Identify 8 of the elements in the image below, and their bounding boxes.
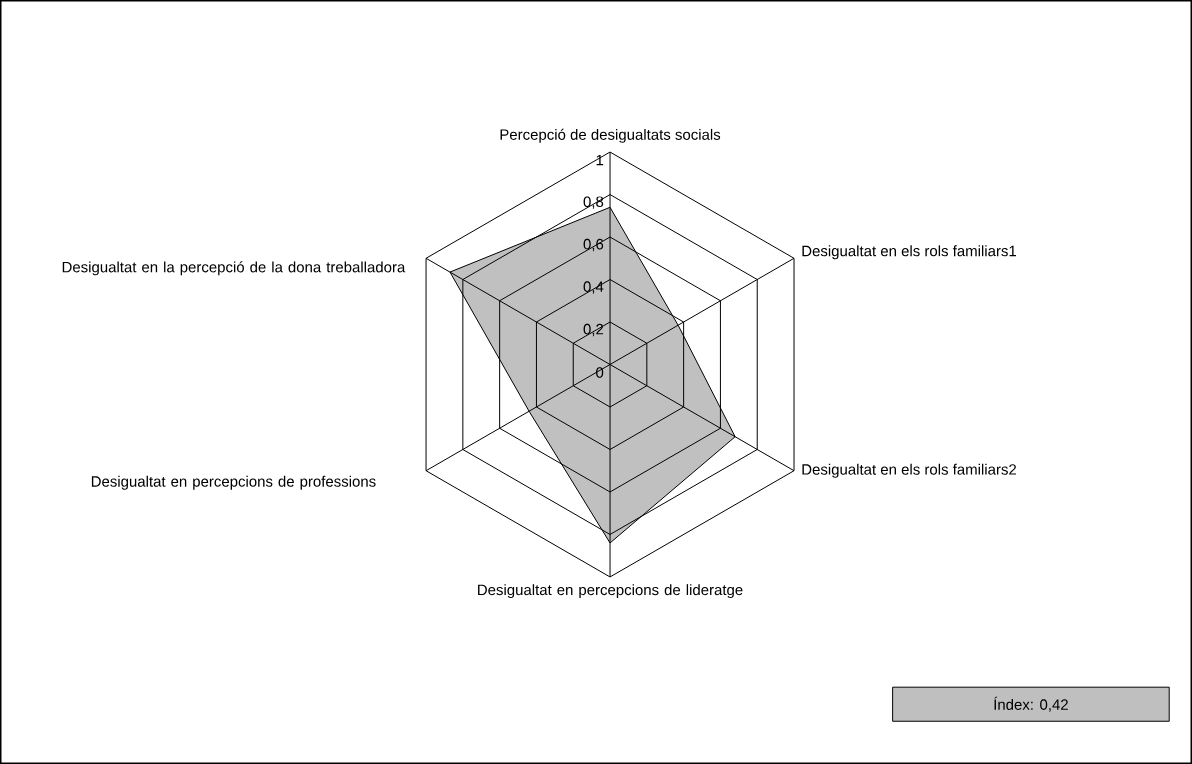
spoke-label: Percepció de desigualtats socials [500,128,721,143]
spoke-label: Desigualtat en la percepció de la dona treballadora [62,261,406,276]
spoke-label: Desigualtat en percepcions de professions [91,475,376,490]
spoke-label: Desigualtat en els rols familiars2 [802,463,1017,478]
text: Índex: 0,42 [994,696,1068,712]
spoke-label: Desigualtat en els rols familiars1 [802,245,1017,260]
spoke-label: Desigualtat en percepcions de lideratge [478,584,743,599]
y-tick-label: 0 [596,367,604,378]
